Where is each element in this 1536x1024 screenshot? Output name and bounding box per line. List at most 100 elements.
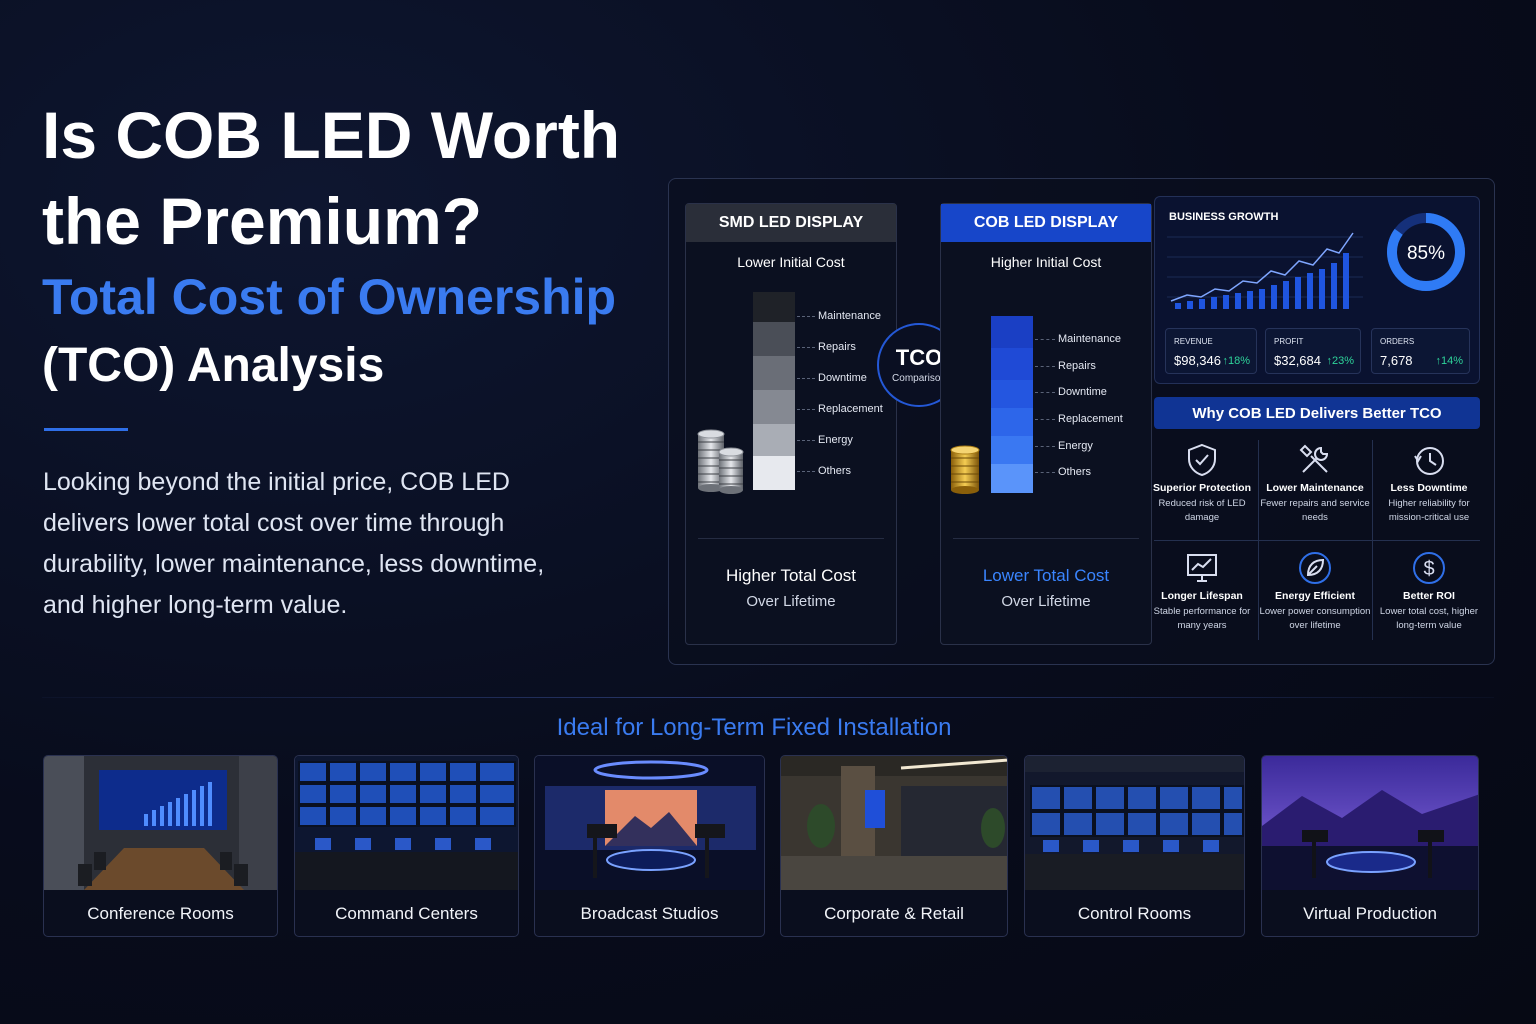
app-card-broadcast: Broadcast Studios: [534, 755, 765, 937]
cob-cost-stack: [991, 316, 1033, 493]
cob-legend-energy: Energy: [1058, 440, 1093, 452]
cob-legend-others: Others: [1058, 466, 1092, 478]
tco-subtitle: Comparison: [892, 373, 946, 384]
why-item-title: Superior Protection: [1152, 482, 1251, 494]
why-item-energy: Energy Efficient Lower power consumption…: [1258, 550, 1372, 633]
control-room-image: [1025, 756, 1244, 890]
smd-legend-downtime: Downtime: [818, 372, 867, 384]
title-divider: [44, 428, 128, 431]
cob-seg-downtime: [991, 380, 1033, 408]
smd-seg-maintenance: [753, 292, 795, 322]
why-item-protection: Superior Protection Reduced risk of LED …: [1145, 442, 1259, 525]
app-label: Control Rooms: [1077, 904, 1192, 923]
why-item-roi: $ Better ROI Lower total cost, higher lo…: [1372, 550, 1486, 633]
why-item-title: Better ROI: [1403, 590, 1455, 602]
why-item-maintenance: Lower Maintenance Fewer repairs and serv…: [1258, 442, 1372, 525]
kpi-revenue: REVENUE $98,346 ↑18%: [1165, 328, 1257, 374]
cob-legend-repairs: Repairs: [1058, 360, 1096, 372]
app-card-corporate: Corporate & Retail: [780, 755, 1008, 937]
smd-legend-maintenance: Maintenance: [818, 310, 881, 322]
cob-legend-replacement: Replacement: [1058, 413, 1123, 425]
app-card-virtual: Virtual Production: [1261, 755, 1479, 937]
applications-title: Ideal for Long-Term Fixed Installation: [556, 714, 952, 741]
smd-seg-others: [753, 456, 795, 490]
cob-legend-maintenance: Maintenance: [1058, 333, 1121, 345]
cob-over-lifetime: Over Lifetime: [1001, 593, 1091, 610]
why-item-desc: Lower total cost, higher long-term value: [1379, 606, 1479, 631]
divider: [953, 538, 1139, 539]
shield-check-icon: [1188, 443, 1216, 477]
why-item-desc: Higher reliability for mission-critical …: [1388, 498, 1470, 523]
smd-seg-energy: [753, 424, 795, 456]
smd-total-cost: Higher Total Cost: [725, 566, 857, 585]
kpi-delta: ↑14%: [1435, 355, 1463, 367]
page-title: Is COB LED Worth the Premium?: [42, 98, 621, 258]
why-item-desc: Lower power consumption over lifetime: [1259, 606, 1371, 631]
why-cob-header: Why COB LED Delivers Better TCO: [1154, 397, 1480, 429]
cob-card: COB LED DISPLAY Higher Initial Cost Lowe…: [940, 203, 1152, 645]
cob-total-cost: Lower Total Cost: [982, 566, 1110, 585]
app-label: Corporate & Retail: [824, 904, 964, 923]
kpi-label: REVENUE: [1174, 337, 1213, 346]
kpi-label: ORDERS: [1380, 337, 1415, 346]
section-divider: [42, 697, 1494, 698]
kpi-delta: ↑23%: [1326, 355, 1354, 367]
kpi-label: PROFIT: [1274, 337, 1304, 346]
app-label: Virtual Production: [1303, 904, 1437, 923]
growth-ring-chart: 85%: [1387, 213, 1465, 291]
why-item-desc: Reduced risk of LED damage: [1158, 498, 1246, 523]
tco-title: TCO: [895, 345, 943, 370]
smd-legend-replacement: Replacement: [818, 403, 883, 415]
app-label: Command Centers: [335, 904, 478, 923]
kpi-orders: ORDERS 7,678 ↑14%: [1371, 328, 1470, 374]
smd-legend-others: Others: [818, 465, 852, 477]
broadcast-studio-image: [535, 756, 764, 890]
smd-cost-stack: [753, 292, 795, 490]
cob-seg-others: [991, 464, 1033, 493]
hero-description: Looking beyond the initial price, COB LE…: [43, 468, 545, 619]
monitor-chart-icon: [1187, 554, 1217, 582]
why-item-lifespan: Longer Lifespan Stable performance for m…: [1145, 550, 1259, 633]
smd-header: SMD LED DISPLAY: [686, 204, 896, 242]
smd-initial-cost: Lower Initial Cost: [737, 254, 845, 270]
command-center-image: [295, 756, 518, 890]
cob-seg-energy: [991, 436, 1033, 464]
cob-initial-cost: Higher Initial Cost: [990, 254, 1102, 270]
cob-header: COB LED DISPLAY: [941, 204, 1151, 242]
gold-coins-icon: [950, 445, 980, 494]
app-card-command: Command Centers: [294, 755, 519, 937]
smd-seg-repairs: [753, 322, 795, 356]
virtual-production-image: [1262, 756, 1478, 890]
leaf-icon: [1299, 552, 1331, 584]
divider: [698, 538, 884, 539]
why-item-title: Lower Maintenance: [1266, 482, 1364, 494]
conference-room-image: [44, 756, 277, 890]
cob-seg-maintenance: [991, 316, 1033, 348]
cob-seg-repairs: [991, 348, 1033, 380]
smd-legend-energy: Energy: [818, 434, 853, 446]
smd-over-lifetime: Over Lifetime: [746, 593, 836, 610]
subtitle-analysis: (TCO) Analysis: [42, 339, 385, 392]
tools-icon: [1299, 444, 1329, 473]
why-item-downtime: Less Downtime Higher reliability for mis…: [1372, 442, 1486, 525]
smd-card: SMD LED DISPLAY Lower Initial Cost Highe…: [685, 203, 897, 645]
smd-seg-downtime: [753, 356, 795, 390]
app-card-conference: Conference Rooms: [43, 755, 278, 937]
kpi-value: 7,678: [1380, 353, 1413, 368]
clock-icon: [1414, 447, 1444, 475]
subtitle-tco: Total Cost of Ownership: [42, 269, 617, 325]
smd-seg-replacement: [753, 390, 795, 424]
kpi-delta: ↑18%: [1222, 355, 1250, 367]
dollar-icon: $: [1413, 552, 1445, 584]
growth-bar-chart: [1167, 232, 1363, 309]
business-growth-panel: BUSINESS GROWTH 85% REVENUE $98,346 ↑18%…: [1154, 196, 1480, 384]
smd-legend-repairs: Repairs: [818, 341, 856, 353]
growth-ring-label: 85%: [1407, 243, 1445, 264]
why-item-title: Longer Lifespan: [1161, 590, 1243, 602]
why-item-title: Energy Efficient: [1275, 590, 1355, 602]
why-item-desc: Fewer repairs and service needs: [1260, 498, 1370, 523]
app-card-control: Control Rooms: [1024, 755, 1245, 937]
kpi-value: $98,346: [1174, 353, 1221, 368]
cob-seg-replacement: [991, 408, 1033, 436]
business-growth-title: BUSINESS GROWTH: [1169, 211, 1279, 223]
